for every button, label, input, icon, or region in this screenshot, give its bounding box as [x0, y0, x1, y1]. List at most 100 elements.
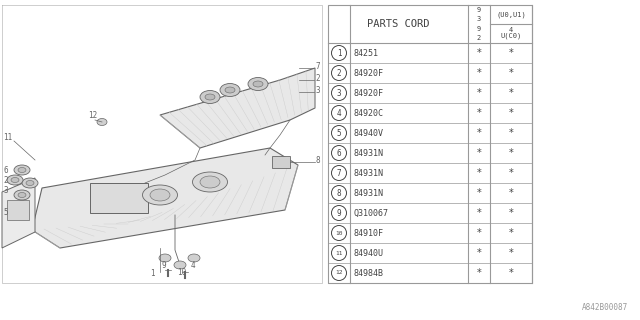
Text: (U0,U1): (U0,U1)	[496, 11, 526, 18]
Text: 1: 1	[150, 269, 155, 278]
Text: 7: 7	[337, 169, 341, 178]
Text: 84251: 84251	[354, 49, 379, 58]
Text: 10: 10	[177, 268, 186, 277]
Text: 9: 9	[477, 7, 481, 13]
Polygon shape	[2, 178, 35, 248]
Text: *: *	[509, 128, 513, 138]
Text: A842B00087: A842B00087	[582, 303, 628, 312]
Polygon shape	[160, 68, 315, 148]
Ellipse shape	[200, 176, 220, 188]
Text: Q310067: Q310067	[354, 209, 389, 218]
Text: 3: 3	[315, 86, 319, 95]
Text: 84940V: 84940V	[354, 129, 384, 138]
Ellipse shape	[188, 254, 200, 262]
Ellipse shape	[143, 185, 177, 205]
Text: *: *	[509, 168, 513, 178]
Bar	[90, 183, 148, 213]
Circle shape	[332, 186, 346, 201]
Ellipse shape	[18, 193, 26, 197]
Text: *: *	[509, 48, 513, 58]
Text: *: *	[477, 68, 481, 78]
Text: *: *	[509, 148, 513, 158]
Ellipse shape	[150, 189, 170, 201]
Text: *: *	[509, 88, 513, 98]
Text: 5: 5	[3, 208, 8, 217]
Circle shape	[332, 226, 346, 241]
Text: 4: 4	[191, 261, 196, 270]
Text: 5: 5	[337, 129, 341, 138]
Text: 3: 3	[337, 89, 341, 98]
Text: 12: 12	[335, 270, 343, 276]
Ellipse shape	[225, 87, 235, 93]
Text: 84920F: 84920F	[354, 68, 384, 77]
Text: *: *	[509, 68, 513, 78]
Text: 84920C: 84920C	[354, 108, 384, 117]
Ellipse shape	[159, 254, 171, 262]
Text: PARTS CORD: PARTS CORD	[367, 19, 429, 29]
Text: 84910F: 84910F	[354, 228, 384, 237]
Text: 8: 8	[337, 188, 341, 197]
Ellipse shape	[174, 261, 186, 269]
Text: *: *	[477, 228, 481, 238]
Text: 8: 8	[316, 156, 321, 165]
Text: 7: 7	[315, 62, 319, 71]
Ellipse shape	[205, 94, 215, 100]
Ellipse shape	[22, 178, 38, 188]
Text: 9: 9	[477, 26, 481, 32]
Text: *: *	[477, 168, 481, 178]
Text: 4: 4	[509, 27, 513, 33]
Bar	[328, 5, 532, 283]
Text: 1: 1	[337, 49, 341, 58]
Text: 3: 3	[477, 16, 481, 22]
Text: 84984B: 84984B	[354, 268, 384, 277]
Text: 9: 9	[337, 209, 341, 218]
Text: U(C0): U(C0)	[500, 33, 522, 39]
Text: 84931N: 84931N	[354, 169, 384, 178]
Circle shape	[332, 106, 346, 121]
Bar	[7, 200, 29, 220]
Text: 84940U: 84940U	[354, 249, 384, 258]
Ellipse shape	[220, 84, 240, 97]
Ellipse shape	[26, 180, 34, 186]
Text: 11: 11	[3, 133, 12, 142]
Text: 9: 9	[162, 261, 166, 270]
Text: 2: 2	[337, 68, 341, 77]
Text: 6: 6	[3, 166, 8, 175]
Circle shape	[332, 205, 346, 220]
Text: 84920F: 84920F	[354, 89, 384, 98]
Text: 10: 10	[335, 230, 343, 236]
Text: *: *	[477, 88, 481, 98]
Ellipse shape	[248, 77, 268, 91]
Ellipse shape	[200, 91, 220, 103]
Text: 84931N: 84931N	[354, 188, 384, 197]
Circle shape	[332, 85, 346, 100]
Circle shape	[332, 45, 346, 60]
Circle shape	[332, 66, 346, 81]
Text: *: *	[509, 208, 513, 218]
Text: *: *	[477, 188, 481, 198]
Text: *: *	[477, 128, 481, 138]
Text: 4: 4	[337, 108, 341, 117]
Text: 12: 12	[88, 111, 97, 120]
Ellipse shape	[7, 175, 23, 185]
Text: *: *	[509, 248, 513, 258]
Ellipse shape	[193, 172, 227, 192]
Text: 84931N: 84931N	[354, 148, 384, 157]
Ellipse shape	[14, 190, 30, 200]
Text: *: *	[477, 208, 481, 218]
Text: *: *	[509, 188, 513, 198]
Ellipse shape	[18, 167, 26, 172]
Text: 2: 2	[3, 176, 8, 185]
Text: 6: 6	[337, 148, 341, 157]
Text: *: *	[477, 268, 481, 278]
Ellipse shape	[14, 165, 30, 175]
Circle shape	[332, 266, 346, 281]
Text: 2: 2	[477, 35, 481, 41]
Text: *: *	[477, 48, 481, 58]
Text: *: *	[509, 108, 513, 118]
Text: 2: 2	[315, 74, 319, 83]
Text: *: *	[509, 228, 513, 238]
Text: *: *	[477, 108, 481, 118]
Text: *: *	[477, 248, 481, 258]
Bar	[272, 156, 290, 168]
